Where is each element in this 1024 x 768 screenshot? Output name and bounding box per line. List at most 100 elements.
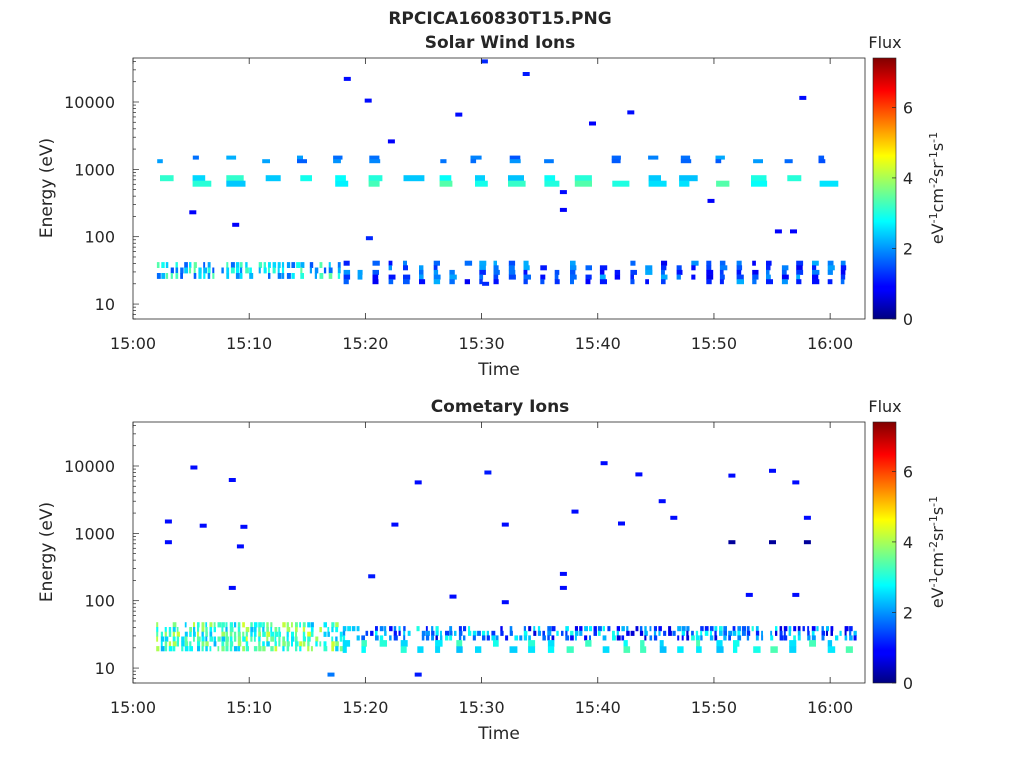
flux-cell	[523, 630, 528, 636]
flux-cell	[419, 269, 424, 275]
flux-cell	[245, 627, 250, 633]
flux-cell	[472, 635, 476, 641]
flux-cell	[282, 622, 286, 628]
flux-cell	[274, 641, 277, 647]
flux-cell	[184, 641, 189, 647]
flux-cell	[479, 274, 484, 280]
flux-cell	[398, 630, 401, 636]
flux-cell	[736, 260, 742, 266]
flux-cell	[574, 175, 592, 182]
flux-cell	[761, 635, 764, 641]
flux-cell	[509, 155, 521, 160]
flux-cell	[310, 646, 313, 652]
flux-cell	[523, 260, 529, 266]
flux-cell	[205, 627, 208, 633]
flux-cell	[175, 273, 179, 279]
flux-cell	[528, 640, 536, 647]
flux-cell	[229, 641, 234, 647]
flux-cell	[775, 626, 778, 632]
flux-cell	[192, 175, 206, 182]
flux-cell	[668, 630, 672, 636]
flux-cell	[335, 636, 338, 642]
flux-cell	[258, 622, 262, 628]
flux-cell	[435, 630, 439, 636]
flux-cell	[168, 631, 172, 637]
flux-cell	[160, 636, 165, 642]
flux-cell	[733, 640, 740, 647]
flux-cell	[830, 630, 833, 636]
flux-cell	[648, 155, 659, 160]
flux-cell	[233, 646, 238, 652]
flux-point	[501, 522, 509, 527]
solar-wind-axes: 15:00 15:10 15:20 15:30 15:40 15:50 16:00 10 100…	[64, 57, 866, 353]
flux-cell	[505, 635, 509, 641]
flux-cell	[709, 630, 712, 636]
flux-cell	[335, 627, 339, 633]
flux-cell	[704, 630, 709, 636]
flux-cell	[781, 265, 789, 271]
flux-cell	[221, 622, 225, 628]
flux-cell	[812, 269, 820, 275]
x-tick-label: 15:10	[226, 334, 272, 353]
flux-cell	[714, 630, 717, 636]
solar-wind-colorbar-unit: eV-1cm-2sr-1s-1	[927, 132, 948, 244]
flux-point	[728, 540, 736, 545]
flux-cell	[388, 260, 393, 266]
flux-cell	[170, 267, 174, 274]
flux-cell	[291, 622, 293, 628]
flux-cell	[262, 159, 270, 164]
flux-cell	[741, 626, 746, 632]
flux-cell	[728, 630, 733, 636]
flux-cell	[389, 635, 392, 641]
flux-cell	[700, 635, 703, 641]
flux-cell	[184, 646, 189, 652]
flux-cell	[597, 626, 602, 632]
flux-cell	[319, 273, 324, 279]
flux-cell	[658, 626, 662, 632]
flux-cell	[709, 635, 714, 641]
flux-cell	[339, 631, 343, 637]
flux-cell	[403, 279, 410, 285]
flux-cell	[331, 627, 334, 633]
flux-cell	[237, 646, 241, 652]
y-tick-label: 10000	[64, 93, 115, 112]
flux-point	[600, 461, 608, 466]
flux-cell	[235, 273, 240, 279]
flux-cell	[523, 635, 528, 641]
flux-cell	[509, 626, 513, 632]
flux-cell	[491, 630, 496, 636]
flux-cell	[706, 269, 714, 275]
flux-cell	[839, 630, 842, 636]
flux-cell	[616, 635, 621, 641]
flux-point	[559, 571, 567, 576]
flux-cell	[229, 631, 233, 637]
flux-cell	[335, 641, 339, 647]
flux-cell	[746, 635, 750, 641]
flux-cell	[691, 630, 694, 636]
flux-cell	[458, 635, 462, 641]
flux-cell	[775, 630, 778, 636]
flux-cell	[389, 626, 393, 632]
flux-cell	[811, 626, 816, 632]
flux-cell	[307, 636, 311, 642]
flux-cell	[307, 622, 311, 628]
flux-cell	[672, 630, 676, 636]
flux-cell	[626, 630, 630, 636]
flux-cell	[184, 636, 188, 642]
flux-cell	[639, 626, 643, 632]
flux-cell	[307, 641, 310, 647]
flux-cell	[616, 626, 620, 632]
flux-cell	[225, 641, 229, 647]
flux-cell	[493, 274, 499, 280]
flux-cell	[356, 635, 360, 641]
flux-point	[728, 473, 736, 478]
flux-cell	[681, 635, 684, 641]
flux-cell	[235, 262, 240, 268]
flux-cell	[645, 269, 653, 275]
flux-cell	[272, 267, 276, 274]
flux-cell	[653, 630, 657, 636]
flux-cell	[658, 630, 661, 636]
flux-cell	[197, 631, 199, 637]
flux-cell	[554, 269, 560, 275]
flux-cell	[240, 267, 243, 274]
